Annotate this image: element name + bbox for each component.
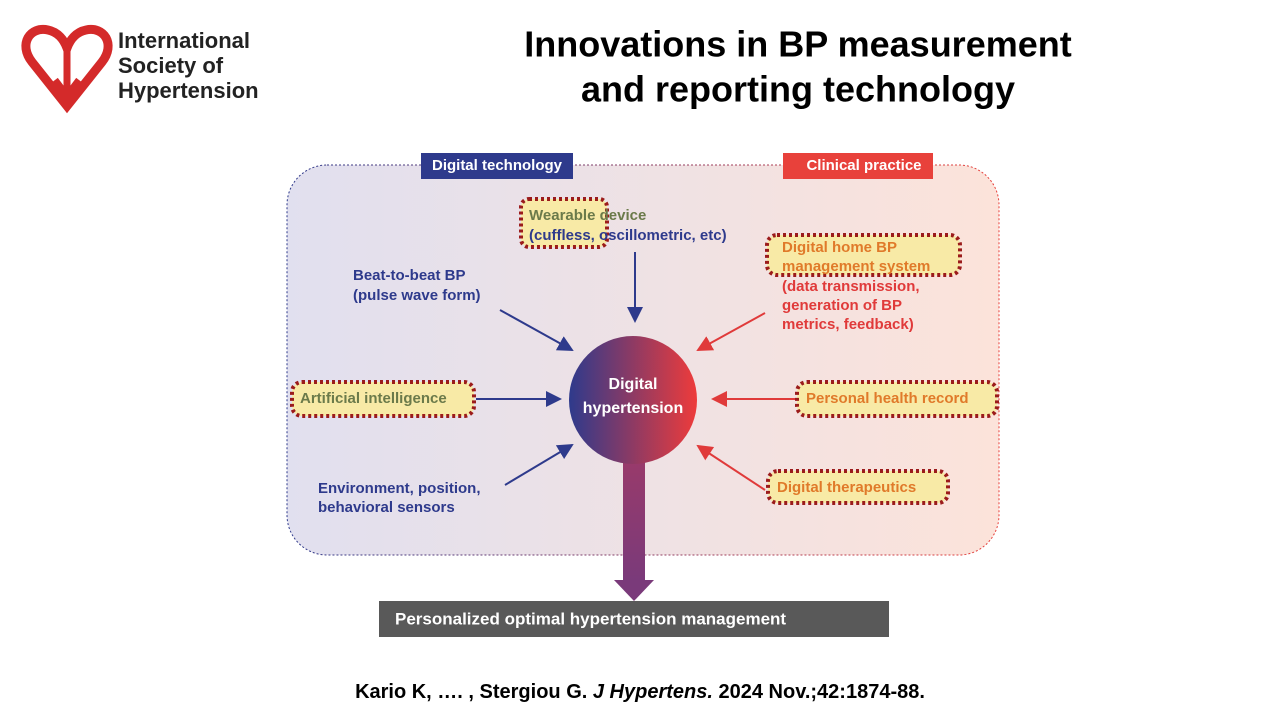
citation-details: 2024 Nov.;42:1874-88. (713, 681, 925, 703)
highlight (519, 197, 609, 249)
node-text: Beat-to-beat BP (353, 267, 466, 284)
logo-text: International (118, 28, 250, 53)
node-text: Personal health record (806, 390, 969, 407)
section-label: Digital technology (432, 157, 563, 174)
arrow (504, 443, 574, 486)
center-text: hypertension (583, 400, 683, 417)
node-text: Environment, position, (318, 480, 481, 497)
node-text: Wearable device (529, 207, 646, 224)
node-text: (cuffless, oscillometric, etc) (529, 227, 727, 244)
node-text: behavioral sensors (318, 499, 455, 516)
section-label: Clinical practice (806, 157, 921, 174)
node-text: metrics, feedback) (782, 316, 914, 333)
highlight (765, 233, 962, 277)
citation-authors: Kario K, …. , Stergiou G. (355, 681, 593, 703)
node-text: generation of BP (782, 297, 902, 314)
arrows (476, 252, 795, 491)
slide-title: and reporting technology (581, 69, 1015, 110)
node-text: (pulse wave form) (353, 287, 481, 304)
slide-title: Innovations in BP measurement (524, 24, 1071, 65)
logo-arrow (52, 48, 82, 102)
node-text: management system (782, 258, 930, 275)
logo: International Society of Hypertension (21, 25, 259, 114)
center-circle (569, 336, 697, 464)
node-text: (data transmission, (782, 278, 920, 295)
node-text: Digital home BP (782, 239, 897, 256)
arrow (499, 309, 574, 351)
node-text: Artificial intelligence (300, 390, 447, 407)
label-box (783, 153, 933, 179)
output-arrowhead (614, 580, 654, 601)
label-box (421, 153, 573, 179)
highlight (795, 380, 999, 418)
output-box (379, 601, 889, 637)
arrow (696, 444, 766, 491)
highlight (290, 380, 476, 418)
output-stem (623, 455, 645, 581)
logo-text: Society of (118, 53, 224, 78)
citation-journal: J Hypertens. (593, 681, 713, 703)
citation: Kario K, …. , Stergiou G. J Hypertens. 2… (355, 681, 925, 703)
node-text: Digital therapeutics (777, 479, 916, 496)
highlight (766, 469, 950, 505)
arrow (696, 312, 766, 351)
output-text: Personalized optimal hypertension manage… (395, 609, 786, 628)
center-text: Digital (609, 376, 658, 393)
logo-text: Hypertension (118, 78, 259, 103)
